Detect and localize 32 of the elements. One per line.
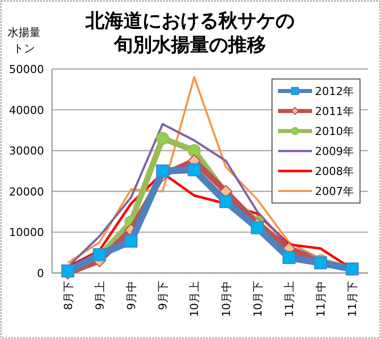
x-tick-label: 8月下 <box>62 281 75 310</box>
y-tick-label: 30000 <box>9 144 44 158</box>
y-axis-title: 水揚量トン <box>8 26 40 55</box>
x-tick-label: 10月中 <box>220 281 233 317</box>
x-tick-label: 9月上 <box>93 281 106 310</box>
legend-label: 2011年 <box>315 105 354 118</box>
x-tick-label: 9月下 <box>156 281 170 310</box>
point <box>188 163 201 176</box>
point <box>250 221 264 234</box>
legend-label: 2012年 <box>315 85 354 98</box>
chart-title: 北海道における秋サケの旬別水揚量の推移 <box>84 10 294 56</box>
y-tick-label: 10000 <box>9 226 44 240</box>
y-tick-label: 20000 <box>9 185 44 198</box>
point <box>124 234 138 248</box>
point <box>156 132 170 145</box>
legend-label: 2010年 <box>315 125 354 138</box>
legend-label: 2007年 <box>315 185 354 198</box>
x-tick-label: 9月中 <box>125 281 138 310</box>
x-tick-label: 11月下 <box>346 281 360 317</box>
x-tick-label: 10月上 <box>188 281 202 317</box>
point <box>188 144 201 158</box>
y-tick-label: 0 <box>37 267 44 280</box>
point <box>282 250 296 264</box>
point <box>156 164 170 178</box>
y-tick-label: 50000 <box>9 63 44 76</box>
x-tick-label: 11月中 <box>314 281 328 317</box>
legend-label: 2008年 <box>315 165 354 178</box>
point <box>219 195 232 208</box>
y-tick-label: 40000 <box>9 104 44 117</box>
legend-label: 2009年 <box>315 145 354 158</box>
x-tick-label: 11月上 <box>283 281 296 317</box>
x-tick-label: 10月下 <box>251 281 264 317</box>
